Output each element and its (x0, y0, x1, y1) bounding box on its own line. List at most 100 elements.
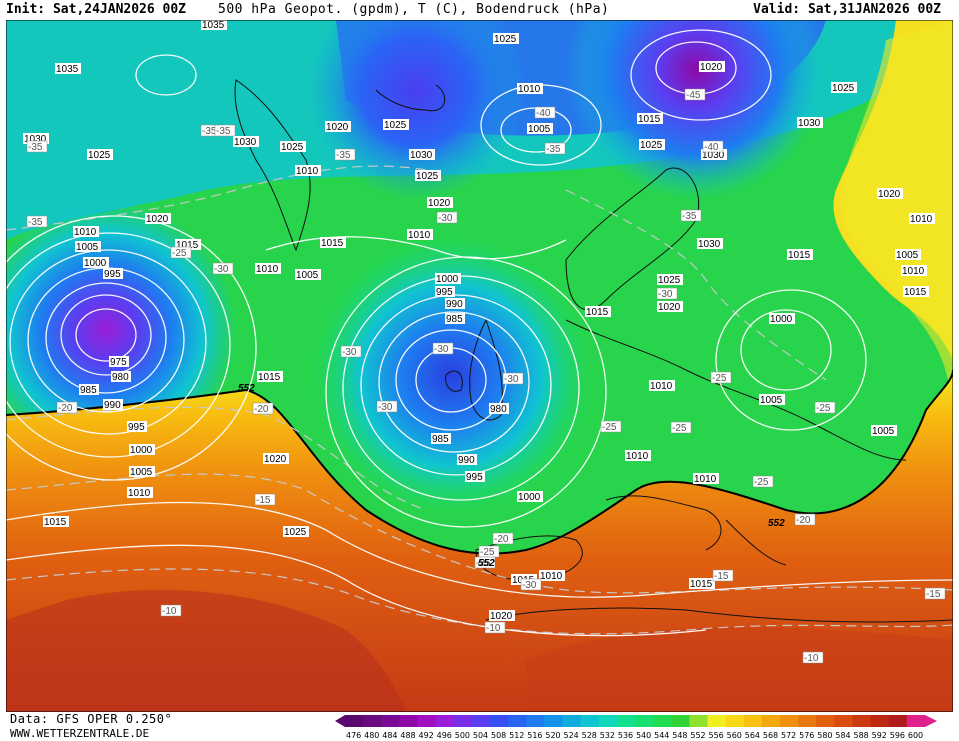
pressure-label: 1005 (130, 467, 153, 478)
legend-value: 476 (346, 731, 361, 740)
color-legend: 476 480 484 488 492 496 500 504 508 512 516 520 524 5… (335, 715, 937, 740)
pressure-label: 1000 (84, 258, 107, 269)
legend-value: 504 (473, 731, 488, 740)
pressure-label: 1020 (878, 189, 901, 200)
temperature-label: -35 (216, 126, 231, 137)
legend-swatch (707, 715, 727, 727)
label-box (340, 345, 362, 358)
temperature-label: -30 (434, 344, 449, 355)
legend-value: 544 (654, 731, 669, 740)
temperature-label: -15 (714, 571, 729, 582)
temperature-label: -30 (214, 264, 229, 275)
label-box (639, 139, 665, 150)
temperature-label: -10 (486, 623, 501, 634)
pressure-label: 1025 (281, 142, 304, 153)
label-box (407, 229, 433, 240)
label-box (111, 371, 131, 382)
legend-swatch (671, 715, 690, 727)
temperature-label: -20 (58, 403, 73, 414)
legend-value: 508 (491, 731, 506, 740)
pressure-label: 1030 (702, 150, 725, 161)
legend-swatch (852, 715, 872, 727)
pressure-label: 1005 (872, 426, 895, 437)
label-box (710, 371, 732, 384)
pressure-label: 1020 (146, 214, 169, 225)
temperature-label: -35 (336, 150, 351, 161)
label-box (585, 306, 611, 317)
legend-value: 516 (527, 731, 542, 740)
label-box (87, 149, 113, 160)
pressure-label: 1005 (760, 395, 783, 406)
pressure-label: 1015 (176, 240, 199, 251)
legend-swatch (635, 715, 654, 727)
label-box (409, 149, 435, 160)
label-box (427, 197, 453, 208)
label-box (684, 88, 706, 101)
label-box (831, 82, 857, 93)
label-box (697, 238, 723, 249)
valid-time: Valid: Sat,31JAN2026 00Z (753, 2, 941, 17)
legend-value: 488 (400, 731, 415, 740)
pressure-label: 1005 (896, 250, 919, 261)
pressure-label: 1025 (832, 83, 855, 94)
temperature-label: -20 (796, 515, 811, 526)
label-box (517, 491, 543, 502)
pressure-label: 995 (104, 269, 121, 280)
label-box (127, 421, 147, 432)
legend-swatch (761, 715, 781, 727)
temperature-label: -25 (476, 558, 491, 569)
pressure-label: 1030 (698, 239, 721, 250)
temperature-label: -40 (704, 142, 719, 153)
legend-swatch (653, 715, 672, 727)
field-hot-core (6, 590, 406, 712)
pressure-label: 1020 (326, 122, 349, 133)
pressure-label: 1025 (416, 171, 439, 182)
label-box (680, 209, 702, 222)
legend-swatch (508, 715, 527, 727)
label-box (871, 425, 897, 436)
temperature-label: -30 (522, 580, 537, 591)
legend-value: 560 (727, 731, 742, 740)
label-box (160, 604, 182, 617)
legend-swatch (725, 715, 745, 727)
legend-swatch (580, 715, 600, 727)
legend-value: 492 (419, 731, 434, 740)
label-box (415, 170, 441, 181)
contour-552-label: 552 (768, 518, 785, 529)
temperature-label: -30 (504, 374, 519, 385)
legend-value: 524 (564, 731, 579, 740)
pressure-label: 1025 (640, 140, 663, 151)
label-box (212, 262, 234, 275)
legend-value: 564 (745, 731, 760, 740)
map-title: 500 hPa Geopot. (gpdm), T (C), Bodendruc… (218, 2, 610, 17)
pressure-label: 1025 (658, 275, 681, 286)
legend-value: 584 (835, 731, 850, 740)
temperature-label: -25 (172, 248, 187, 259)
legend-swatch (816, 715, 835, 727)
legend-value: 500 (455, 731, 470, 740)
label-box (175, 239, 201, 250)
pressure-label: 1005 (296, 270, 319, 281)
label-box (334, 148, 356, 161)
legend-swatch (743, 715, 763, 727)
pressure-label: 1025 (384, 120, 407, 131)
legend-value: 576 (799, 731, 814, 740)
label-box (431, 433, 451, 444)
legend-swatch (616, 715, 636, 727)
pressure-label: 980 (112, 372, 129, 383)
legend-value: 556 (709, 731, 724, 740)
legend-value: 496 (437, 731, 452, 740)
legend-swatch (435, 715, 455, 727)
pressure-label: 985 (446, 314, 463, 325)
pressure-label: 1000 (436, 274, 459, 285)
label-box (129, 444, 155, 455)
pressure-labels: 1035103510301025102010101005100099510159… (23, 20, 935, 622)
label-box (702, 140, 724, 153)
temperature-label: -30 (438, 213, 453, 224)
label-box (527, 123, 553, 134)
temperature-label: -20 (254, 404, 269, 415)
label-box (903, 286, 929, 297)
label-box (295, 269, 321, 280)
legend-swatch (417, 715, 437, 727)
pressure-label: 1000 (130, 445, 153, 456)
